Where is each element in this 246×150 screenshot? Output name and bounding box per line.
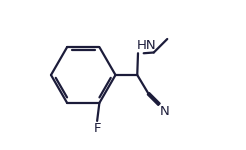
Text: HN: HN — [137, 39, 157, 52]
Text: F: F — [93, 122, 101, 135]
Text: N: N — [160, 105, 170, 118]
